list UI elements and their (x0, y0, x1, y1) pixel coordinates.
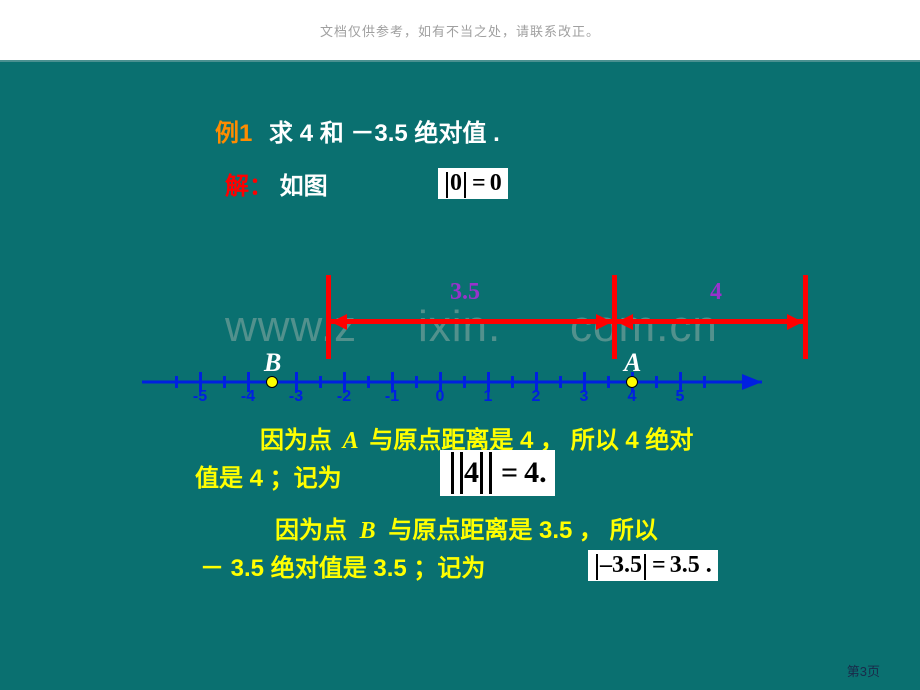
axis-minor-tick (607, 376, 610, 388)
slide: 例1 求 4 和 －3.5 绝对值 . 解： 如图 0 = 0 www.z ix… (0, 62, 920, 690)
abs-bar-icon (464, 172, 466, 198)
axis-tick-label: -1 (380, 388, 404, 406)
point-a-label: A (624, 348, 641, 378)
abs-bar-icon (644, 554, 646, 580)
red-arrow-left-r (596, 314, 612, 330)
title-line: 例1 求 4 和 －3.5 绝对值 . (215, 117, 500, 151)
axis-tick-label: 4 (620, 388, 644, 406)
p2a: 因为点 (275, 517, 347, 544)
formula-neg35: –3.5 = 3.5 . (588, 550, 718, 581)
formula-four-rhs: 4. (524, 456, 547, 490)
red-arrow-right-l (617, 314, 633, 330)
red-bar-a (803, 275, 808, 359)
abs-bar-icon (460, 452, 463, 494)
dim-right: 4 (710, 279, 722, 306)
axis-minor-tick (175, 376, 178, 388)
formula-zero-lhs: 0 (450, 170, 462, 197)
abs-bar-icon (489, 452, 492, 494)
formula-neg35-lhs: –3.5 (600, 552, 642, 579)
formula-four-lhs: 4 (464, 456, 479, 490)
axis-tick-label: -2 (332, 388, 356, 406)
dim-left: 3.5 (450, 279, 480, 306)
abs-bar-icon (451, 452, 454, 494)
abs-bar-icon (480, 452, 483, 494)
solution-label: 解： (225, 173, 273, 200)
axis-tick-label: 3 (572, 388, 596, 406)
axis-minor-tick (463, 376, 466, 388)
equals-icon: = (501, 456, 518, 490)
red-arrow-right-r (787, 314, 803, 330)
equals-icon: = (472, 170, 486, 197)
axis-minor-tick (319, 376, 322, 388)
formula-zero: 0 = 0 (438, 168, 508, 199)
axis-tick-label: 0 (428, 388, 452, 406)
abs-bar-icon (446, 172, 448, 198)
solution-hint: 如图 (280, 173, 328, 200)
axis-tick-label: 1 (476, 388, 500, 406)
body-p2-line1: 因为点 B 与原点距离是 3.5 ， 所以 (275, 514, 658, 549)
p1-A: A (343, 428, 359, 454)
axis-tick-label: -4 (236, 388, 260, 406)
abs-bar-icon (596, 554, 598, 580)
body-p2-line2: － 3.5 绝对值是 3.5 ；记为 (200, 552, 485, 586)
problem-text: 求 4 和 －3.5 绝对值 . (269, 120, 500, 147)
point-b-label: B (264, 348, 281, 378)
axis-minor-tick (511, 376, 514, 388)
axis-minor-tick (223, 376, 226, 388)
axis-minor-tick (367, 376, 370, 388)
axis-minor-tick (415, 376, 418, 388)
solution-line: 解： 如图 (225, 170, 328, 204)
axis-minor-tick (703, 376, 706, 388)
p2-B: B (360, 518, 376, 544)
axis-tick-label: 5 (668, 388, 692, 406)
p2c: － 3.5 绝对值是 3.5 ；记为 (200, 555, 485, 582)
formula-four: 4 = 4. (440, 450, 555, 496)
axis-minor-tick (559, 376, 562, 388)
p2b: 与原点距离是 3.5 ， 所以 (388, 517, 657, 544)
axis-minor-tick (655, 376, 658, 388)
header-note: 文档仅供参考，如有不当之处，请联系改正。 (320, 21, 600, 40)
axis-tick-label: -5 (188, 388, 212, 406)
red-span-right (617, 319, 803, 324)
axis-tick-label: 2 (524, 388, 548, 406)
red-span-left (331, 319, 612, 324)
page-number: 第3页 (847, 661, 880, 680)
axis-tick-label: -3 (284, 388, 308, 406)
formula-neg35-rhs: 3.5 . (670, 552, 712, 579)
number-line-diagram: 3.5 4 -5-4-3-2-1012345AB (150, 287, 770, 417)
p1a: 因为点 (260, 427, 332, 454)
example-label: 例1 (215, 120, 252, 147)
header: 文档仅供参考，如有不当之处，请联系改正。 (0, 0, 920, 62)
formula-zero-rhs: 0 (490, 170, 502, 197)
red-arrow-left-l (331, 314, 347, 330)
equals-icon: = (652, 552, 666, 579)
body-p1-line2: 值是 4 ；记为 (195, 462, 342, 496)
p1c: 值是 4 ；记为 (195, 465, 342, 492)
